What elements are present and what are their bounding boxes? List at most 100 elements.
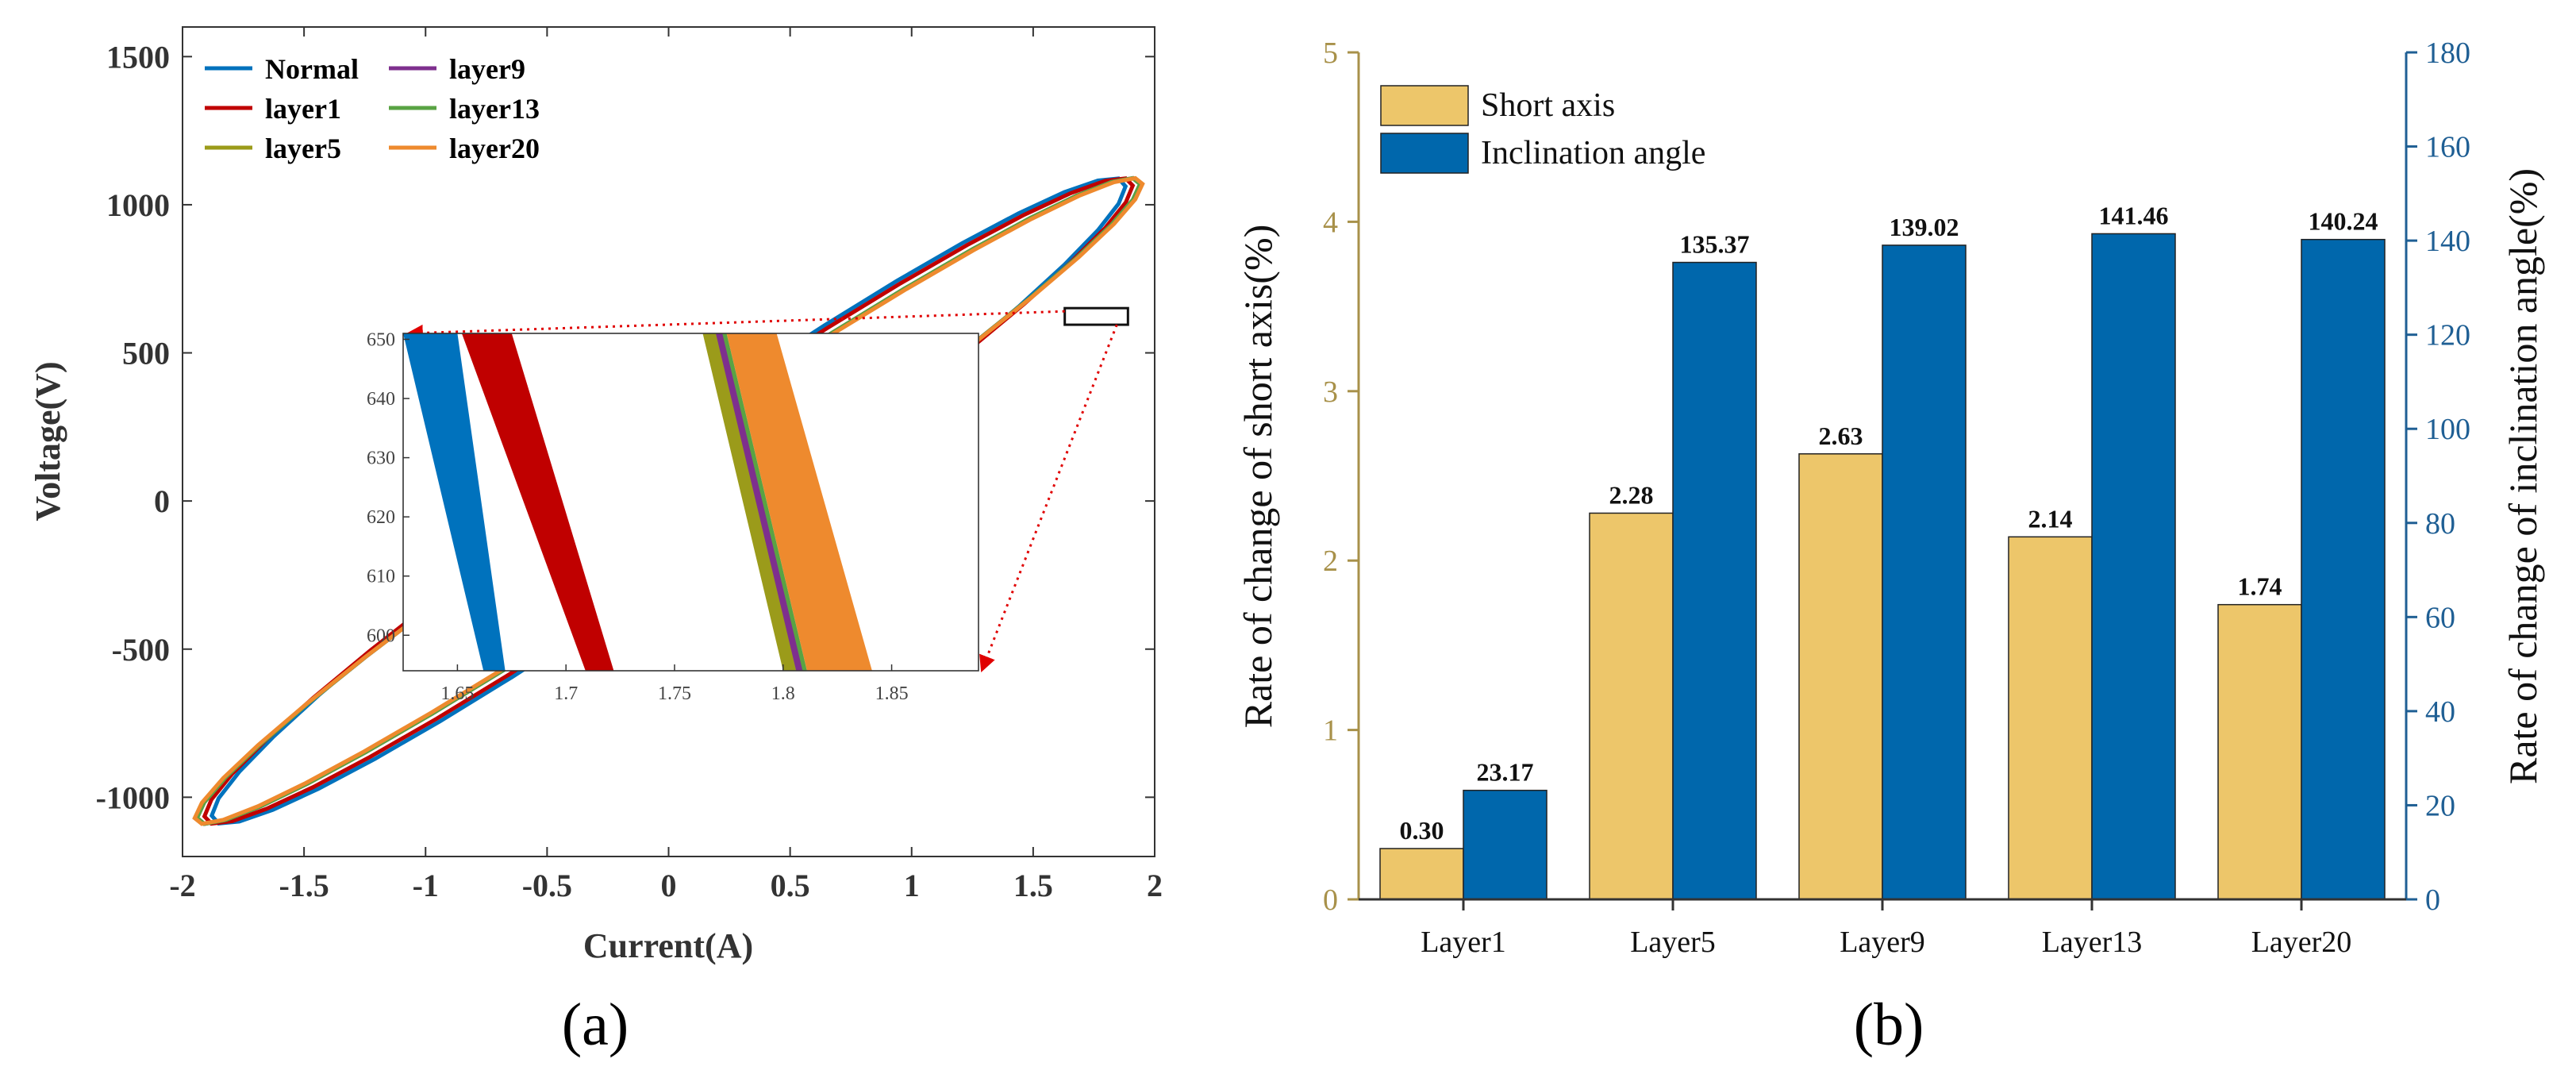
right-tick-label: 160 bbox=[2425, 131, 2470, 164]
bar-value-label: 2.14 bbox=[2028, 504, 2073, 533]
inset-band-normal bbox=[403, 333, 506, 671]
bar-value-label: 1.74 bbox=[2238, 572, 2282, 601]
chart-b-left-ticks: 0 1 2 3 4 5 bbox=[1323, 37, 1359, 917]
left-tick-label: 5 bbox=[1323, 37, 1338, 70]
x-tick-label: 2 bbox=[1147, 868, 1163, 903]
chart-b-bars bbox=[1379, 233, 2386, 900]
x-tick-label: Layer5 bbox=[1630, 926, 1716, 959]
legend-swatch bbox=[1380, 133, 1469, 174]
zoom-box bbox=[1063, 306, 1129, 326]
left-tick-label: 4 bbox=[1323, 206, 1338, 239]
bar-value-label: 23.17 bbox=[1477, 758, 1534, 787]
right-tick-label: 0 bbox=[2425, 883, 2440, 917]
inset-band-layer20 bbox=[726, 333, 872, 671]
x-tick-label: -0.5 bbox=[522, 868, 572, 903]
legend-swatch bbox=[1380, 85, 1469, 126]
chart-a-x-ticks: -2 -1.5 -1 -0.5 0 0.5 1 1.5 2 bbox=[169, 27, 1163, 903]
legend-label: Normal bbox=[265, 53, 359, 85]
inset-x-tick-label: 1.7 bbox=[554, 683, 578, 704]
panel-label-a: (a) bbox=[562, 991, 629, 1058]
inset-bands bbox=[403, 333, 872, 671]
bar-value-label: 2.63 bbox=[1819, 422, 1863, 450]
x-tick-label: -2 bbox=[169, 868, 195, 903]
bar-short-axis bbox=[1589, 512, 1674, 900]
left-tick-label: 1 bbox=[1323, 714, 1338, 748]
bar-short-axis bbox=[2217, 603, 2302, 900]
legend-label: layer9 bbox=[449, 53, 525, 85]
chart-b-x-ticks: Layer1 Layer5 Layer9 Layer13 Layer20 bbox=[1421, 899, 2351, 959]
x-tick-label: 1.5 bbox=[1013, 868, 1053, 903]
chart-b-y2-label: Rate of change of inclination angle(%) bbox=[2501, 168, 2545, 784]
inset-x-ticks: 1.65 1.7 1.75 1.8 1.85 bbox=[440, 664, 909, 704]
inset-y-tick-label: 600 bbox=[367, 626, 395, 646]
inset-y-tick-label: 650 bbox=[367, 329, 395, 350]
bar-value-label: 141.46 bbox=[2099, 201, 2169, 229]
chart-b: 0.30 23.17 2.28 135.37 2.63 139.02 2.14 141.46 1… bbox=[1236, 37, 2545, 959]
bar-inclination-angle bbox=[1463, 789, 1548, 900]
inset-x-tick-label: 1.75 bbox=[658, 683, 691, 704]
legend-label: layer1 bbox=[265, 93, 341, 125]
legend-label: Inclination angle bbox=[1481, 135, 1705, 171]
x-tick-label: 0.5 bbox=[771, 868, 810, 903]
y-tick-label: -500 bbox=[112, 632, 170, 668]
x-tick-label: 0 bbox=[661, 868, 677, 903]
x-tick-label: Layer20 bbox=[2251, 926, 2352, 959]
bar-short-axis bbox=[2008, 536, 2093, 900]
bar-inclination-angle bbox=[1672, 261, 1757, 900]
bar-inclination-angle bbox=[2301, 238, 2386, 900]
inset-y-tick-label: 610 bbox=[367, 567, 395, 587]
panel-label-b: (b) bbox=[1854, 991, 1924, 1058]
bar-value-label: 140.24 bbox=[2309, 207, 2378, 236]
y-tick-label: 0 bbox=[154, 483, 170, 519]
y-tick-label: 1500 bbox=[106, 39, 170, 75]
inset-y-tick-label: 620 bbox=[367, 507, 395, 528]
chart-b-legend: Short axis Inclination angle bbox=[1380, 85, 1705, 174]
zoom-arrow-bottom bbox=[979, 324, 1118, 672]
left-tick-label: 0 bbox=[1323, 883, 1338, 917]
x-tick-label: Layer1 bbox=[1421, 926, 1506, 959]
chart-b-bar-labels: 0.30 23.17 2.28 135.37 2.63 139.02 2.14 141.46 1… bbox=[1400, 201, 2378, 845]
bar-short-axis bbox=[1798, 453, 1883, 900]
inset-x-tick-label: 1.65 bbox=[440, 683, 474, 704]
y-tick-label: 1000 bbox=[106, 187, 170, 223]
inset-band-layer5 bbox=[702, 333, 797, 671]
zoom-inset: 1.65 1.7 1.75 1.8 1.85 600 610 620 630 640 650 bbox=[367, 329, 979, 704]
legend-label: layer5 bbox=[265, 133, 341, 164]
inset-y-tick-label: 630 bbox=[367, 448, 395, 469]
right-tick-label: 140 bbox=[2425, 225, 2470, 258]
y-tick-label: -1000 bbox=[96, 780, 170, 815]
zoom-arrow-top bbox=[406, 310, 1065, 341]
chart-a-y-label: Voltage(V) bbox=[29, 361, 67, 521]
bar-inclination-angle bbox=[2091, 233, 2176, 900]
left-tick-label: 3 bbox=[1323, 375, 1338, 409]
right-tick-label: 180 bbox=[2425, 37, 2470, 70]
bar-inclination-angle bbox=[1882, 244, 1967, 900]
x-tick-label: Layer13 bbox=[2042, 926, 2143, 959]
right-tick-label: 80 bbox=[2425, 507, 2455, 541]
bar-value-label: 0.30 bbox=[1400, 816, 1444, 845]
legend-label: layer20 bbox=[449, 133, 540, 164]
inset-y-tick-label: 640 bbox=[367, 389, 395, 410]
chart-b-y-label: Rate of change of short axis(%) bbox=[1236, 225, 1280, 729]
x-tick-label: 1 bbox=[904, 868, 920, 903]
inset-band-layer1 bbox=[461, 333, 614, 671]
chart-a-x-label: Current(A) bbox=[583, 926, 753, 965]
inset-band-layer9 bbox=[716, 333, 803, 671]
x-tick-label: Layer9 bbox=[1840, 926, 1925, 959]
right-tick-label: 60 bbox=[2425, 601, 2455, 634]
chart-a-y-ticks: -1000 -500 0 500 1000 1500 bbox=[96, 39, 1155, 815]
legend-label: Short axis bbox=[1481, 87, 1615, 124]
inset-x-tick-label: 1.85 bbox=[875, 683, 909, 704]
right-tick-label: 20 bbox=[2425, 789, 2455, 822]
inset-frame bbox=[402, 333, 979, 672]
legend-label: layer13 bbox=[449, 93, 540, 125]
right-tick-label: 120 bbox=[2425, 319, 2470, 352]
x-tick-label: -1 bbox=[413, 868, 439, 903]
inset-y-ticks: 600 610 620 630 640 650 bbox=[367, 329, 409, 646]
inset-x-tick-label: 1.8 bbox=[771, 683, 795, 704]
right-tick-label: 40 bbox=[2425, 695, 2455, 729]
left-tick-label: 2 bbox=[1323, 545, 1338, 578]
y-tick-label: 500 bbox=[122, 336, 170, 371]
right-tick-label: 100 bbox=[2425, 413, 2470, 446]
